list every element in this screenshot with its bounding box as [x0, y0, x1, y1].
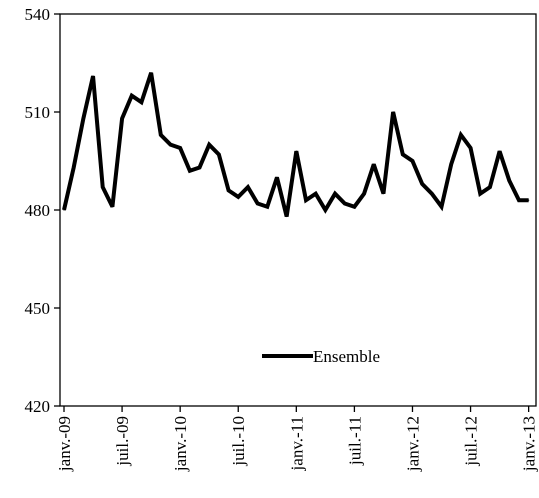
data-point: [140, 101, 143, 103]
x-tick-label: janv.-09: [55, 416, 74, 472]
data-point: [334, 193, 336, 195]
data-point: [208, 144, 210, 146]
x-tick-label: juil.-10: [229, 416, 248, 467]
series-layer: [62, 72, 530, 218]
data-point: [237, 196, 239, 198]
data-point: [402, 153, 404, 156]
data-point: [344, 202, 346, 205]
data-point: [198, 166, 201, 169]
data-point: [295, 150, 297, 152]
legend-label: Ensemble: [313, 347, 380, 366]
data-point: [131, 95, 133, 97]
data-point: [102, 186, 104, 188]
x-tick-label: janv.-10: [171, 416, 190, 472]
data-point: [421, 183, 423, 185]
data-point: [189, 170, 191, 172]
legend: Ensemble: [236, 332, 380, 380]
data-point: [489, 186, 491, 188]
y-tick-label: 480: [25, 201, 51, 220]
data-point: [324, 209, 326, 211]
data-point: [382, 193, 385, 195]
data-point: [499, 150, 501, 152]
data-point: [373, 163, 375, 165]
y-tick-label: 420: [25, 397, 51, 416]
data-point: [92, 75, 94, 77]
data-point: [73, 166, 75, 169]
data-point: [479, 193, 481, 195]
data-point: [518, 199, 520, 201]
x-tick-label: juil.-09: [113, 416, 132, 467]
data-point: [160, 134, 162, 136]
data-point: [63, 209, 65, 211]
data-point: [431, 193, 433, 195]
data-point: [121, 117, 123, 120]
data-point: [276, 176, 278, 178]
data-point: [286, 215, 288, 218]
data-point: [247, 186, 249, 188]
x-tick-label: juil.-11: [345, 416, 364, 466]
y-tick-label: 450: [25, 299, 51, 318]
data-point: [528, 199, 530, 201]
data-point: [150, 72, 152, 74]
plot-area: [59, 13, 537, 407]
data-point: [411, 160, 414, 162]
data-point: [440, 206, 443, 208]
data-point: [450, 163, 452, 165]
data-point: [111, 206, 113, 208]
data-point: [353, 206, 355, 208]
data-point: [460, 134, 462, 136]
data-point: [218, 153, 220, 156]
y-tick-label: 510: [25, 103, 51, 122]
y-tick-label: 540: [25, 5, 51, 24]
data-point: [82, 117, 84, 120]
x-tick-label: janv.-13: [520, 416, 539, 472]
data-point: [363, 193, 365, 195]
x-tick-label: janv.-11: [287, 416, 306, 471]
x-axis: janv.-09 juil.-09 janv.-10 juil.-10 janv.-11…: [55, 406, 539, 472]
y-axis: 420 450 480 510 540: [25, 5, 60, 416]
x-tick-label: janv.-12: [403, 416, 422, 472]
data-point: [179, 147, 181, 149]
data-point: [169, 144, 172, 146]
data-point: [508, 180, 510, 182]
data-point: [392, 111, 394, 113]
series-line-0: [62, 72, 529, 218]
data-point: [469, 147, 472, 149]
x-tick-label: juil.-12: [462, 416, 481, 467]
data-point: [227, 189, 230, 191]
data-point: [257, 202, 259, 205]
data-point: [305, 199, 307, 201]
data-point: [315, 193, 317, 195]
data-point: [266, 206, 268, 208]
